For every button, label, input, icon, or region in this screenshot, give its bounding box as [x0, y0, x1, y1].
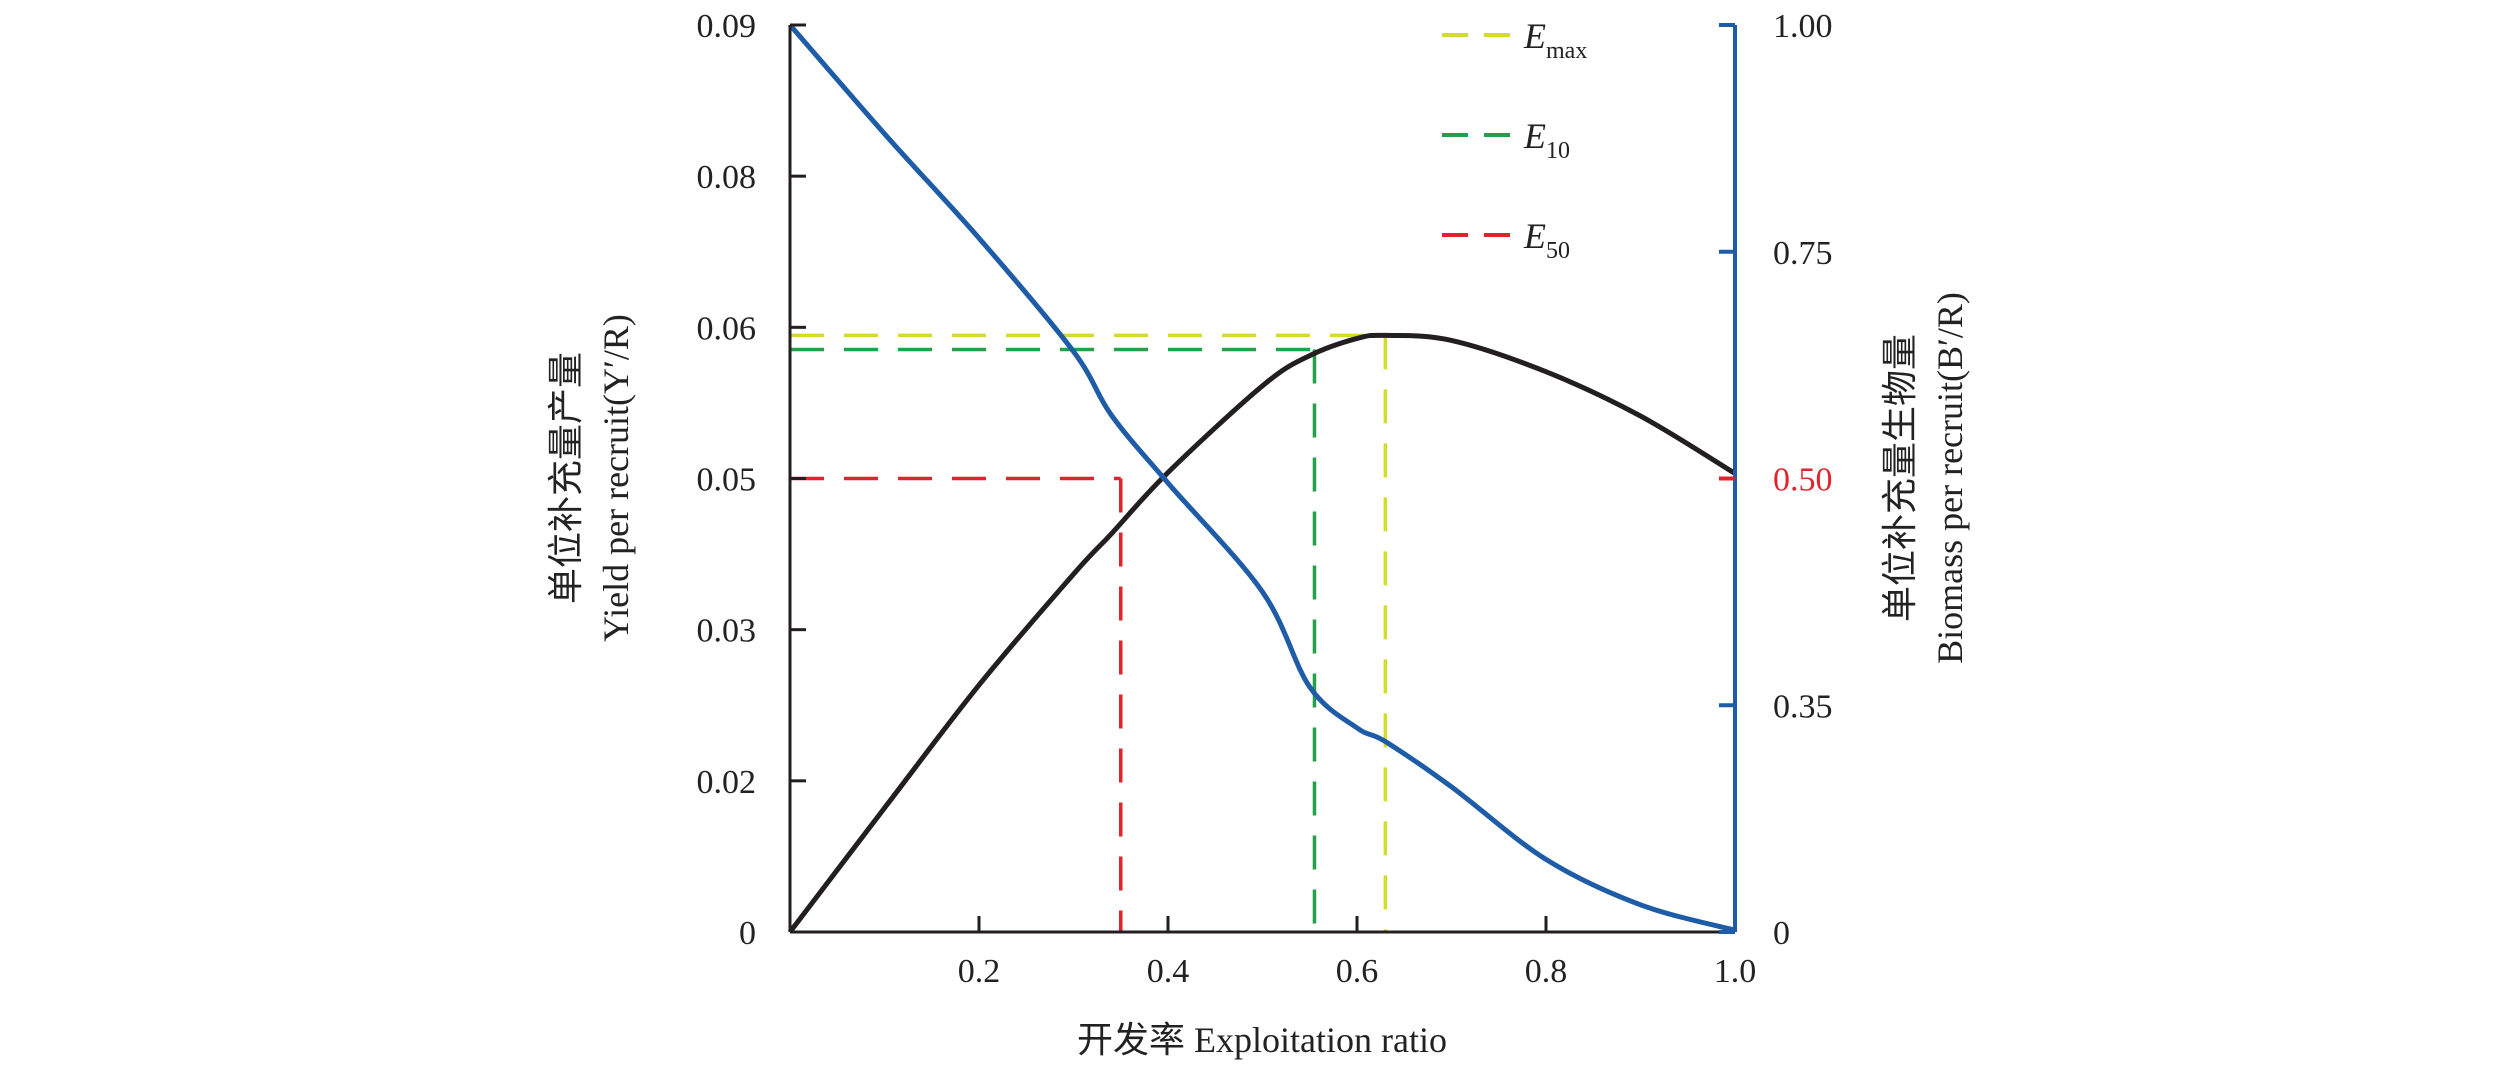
- axis-titles: 开发率 Exploitation ratio 单位补充量产量 Yield per…: [546, 292, 1970, 1060]
- left-axis-title-cn: 单位补充量产量: [546, 352, 586, 604]
- left-axis-tick-label: 0.05: [697, 462, 757, 499]
- curves: [788, 23, 1737, 934]
- legend-label: E50: [1523, 216, 1570, 264]
- x-axis-tick-label: 0.2: [958, 953, 1001, 990]
- left-axis-tick-label: 0.02: [697, 764, 757, 801]
- left-axis-tick-label: 0.06: [697, 310, 757, 347]
- left-axis-tick-label: 0.08: [697, 159, 757, 196]
- biomass-per-recruit-curve: [788, 23, 1736, 933]
- x-axis-tick-label: 0.4: [1147, 953, 1190, 990]
- legend-label: Emax: [1523, 16, 1587, 64]
- right-axis-tick-label: 1.00: [1773, 8, 1833, 45]
- legend: Emax E10 E50: [1442, 16, 1587, 264]
- left-axis-tick-label: 0: [739, 915, 756, 952]
- right-axis-title-en: Biomass per recruit(B′/R): [1930, 292, 1970, 664]
- yield-per-recruit-curve: [788, 332, 1737, 934]
- x-axis-title: 开发率 Exploitation ratio: [1077, 1020, 1447, 1060]
- reference-lines: [790, 333, 1388, 932]
- right-axis-tick-label: 0.50: [1773, 462, 1833, 499]
- x-axis-tick-label: 0.8: [1525, 953, 1568, 990]
- right-axis-tick-label: 0: [1773, 915, 1790, 952]
- left-axis-tick-label: 0.09: [697, 8, 757, 45]
- right-axis-tick-label: 0.35: [1773, 688, 1833, 725]
- left-axis-tick-label: 0.03: [697, 613, 757, 650]
- legend-label: E10: [1523, 116, 1570, 164]
- right-axis-title-cn: 单位补充量生物量: [1880, 334, 1920, 622]
- axes: 0 0.02 0.03 0.05 0.06 0.08 0.09 0.2 0.4 0.6 0.8 1.0…: [697, 8, 1833, 990]
- right-axis-tick-label: 0.75: [1773, 235, 1833, 272]
- x-axis-tick-label: 1.0: [1714, 953, 1757, 990]
- left-axis-title-en: Yield per recruit(Y′/R): [596, 314, 636, 642]
- x-axis-tick-label: 0.6: [1336, 953, 1379, 990]
